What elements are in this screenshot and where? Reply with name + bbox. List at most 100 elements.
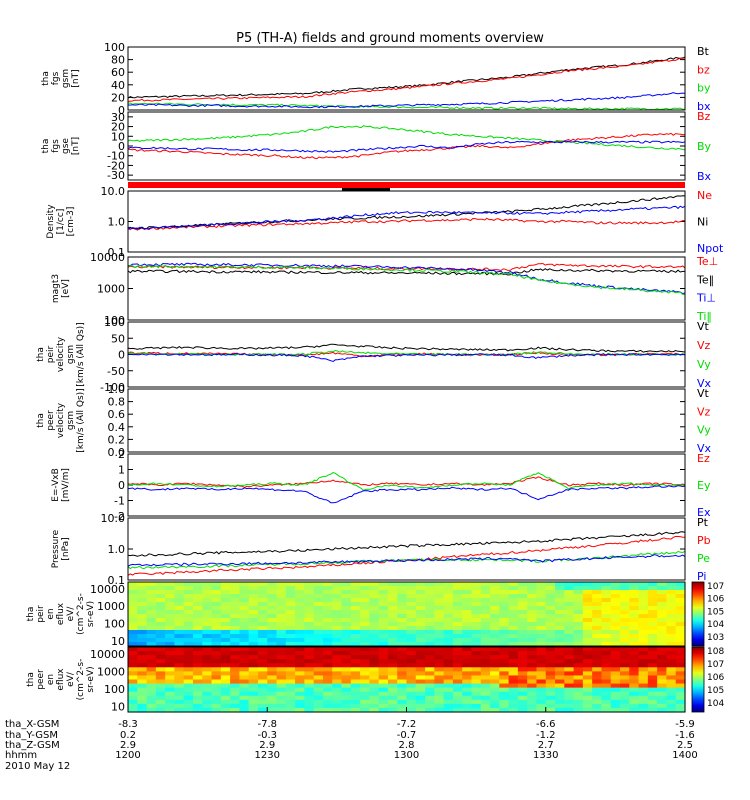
heatmap-cell xyxy=(155,707,166,713)
heatmap-cell xyxy=(137,687,148,693)
heatmap-cell xyxy=(629,679,640,685)
heatmap-cell xyxy=(165,675,176,681)
heatmap-cell xyxy=(620,586,630,591)
heatmap-cell xyxy=(239,606,250,611)
heatmap-cell xyxy=(620,647,630,652)
heatmap-cell xyxy=(601,610,612,615)
heatmap-cell xyxy=(601,582,612,587)
heatmap-cell xyxy=(257,703,268,709)
heatmap-cell xyxy=(434,651,445,656)
heatmap-cell xyxy=(555,651,565,656)
heatmap-cell xyxy=(582,707,593,713)
heatmap-cell xyxy=(230,675,240,681)
y-tick-label: -100 xyxy=(100,381,125,394)
heatmap-cell xyxy=(452,679,463,685)
heatmap-cell xyxy=(267,642,278,647)
heatmap-cell xyxy=(499,687,510,693)
heatmap-cell xyxy=(638,683,649,689)
heatmap-cell xyxy=(545,586,556,591)
heatmap-cell xyxy=(137,606,148,611)
heatmap-cell xyxy=(304,671,315,677)
heatmap-cell xyxy=(202,675,213,681)
heatmap-cell xyxy=(304,695,315,701)
x-row-label: tha_X-GSM xyxy=(5,719,59,730)
heatmap-cell xyxy=(155,626,166,631)
heatmap-cell xyxy=(555,594,565,599)
heatmap-cell xyxy=(183,638,194,643)
heatmap-cell xyxy=(480,614,491,619)
heatmap-cell xyxy=(304,586,315,591)
heatmap-cell xyxy=(499,594,510,599)
heatmap-cell xyxy=(573,703,584,709)
heatmap-cell xyxy=(332,606,343,611)
heatmap-cell xyxy=(573,638,584,643)
heatmap-cell xyxy=(322,606,333,611)
y-tick-label: 40 xyxy=(111,79,125,92)
heatmap-cell xyxy=(573,618,584,623)
heatmap-cell xyxy=(425,679,435,685)
heatmap-cell xyxy=(452,582,463,587)
heatmap-cell xyxy=(295,614,305,619)
heatmap-cell xyxy=(322,659,333,664)
heatmap-cell xyxy=(490,634,500,639)
heatmap-cell xyxy=(146,610,157,615)
heatmap-cell xyxy=(527,687,538,693)
heatmap-cell xyxy=(490,622,500,627)
heatmap-cell xyxy=(657,630,668,635)
heatmap-cell xyxy=(239,707,250,713)
heatmap-cell xyxy=(267,614,278,619)
y-tick-label: 0.0 xyxy=(108,446,126,459)
heatmap-cell xyxy=(220,655,231,660)
heatmap-cell xyxy=(508,659,519,664)
heatmap-cell xyxy=(573,602,584,607)
heatmap-cell xyxy=(165,642,176,647)
heatmap-cell xyxy=(508,590,519,595)
heatmap-cell xyxy=(657,622,668,627)
heatmap-cell xyxy=(582,695,593,701)
heatmap-cell xyxy=(610,606,621,611)
heatmap-cell xyxy=(620,679,630,685)
heatmap-cell xyxy=(601,655,612,660)
heatmap-cell xyxy=(304,691,315,697)
heatmap-cell xyxy=(527,707,538,713)
heatmap-cell xyxy=(443,606,454,611)
heatmap-cell xyxy=(480,659,491,664)
heatmap-cell xyxy=(610,642,621,647)
heatmap-cell xyxy=(155,606,166,611)
heatmap-cell xyxy=(202,622,213,627)
heatmap-cell xyxy=(220,671,231,677)
x-tick-label: 1330 xyxy=(533,750,558,761)
heatmap-cell xyxy=(508,687,519,693)
heatmap-cell xyxy=(387,667,398,672)
heatmap-cell xyxy=(360,602,370,607)
heatmap-cell xyxy=(313,618,324,623)
heatmap-cell xyxy=(267,582,278,587)
heatmap-cell xyxy=(508,610,519,615)
heatmap-cell xyxy=(555,618,565,623)
heatmap-cell xyxy=(666,683,677,689)
heatmap-cell xyxy=(295,630,305,635)
heatmap-cell xyxy=(527,695,538,701)
heatmap-cell xyxy=(471,634,482,639)
heatmap-cell xyxy=(471,675,482,681)
heatmap-cell xyxy=(202,707,213,713)
heatmap-cell xyxy=(165,659,176,664)
colorbar-tick-label: 105 xyxy=(707,607,724,617)
heatmap-cell xyxy=(536,626,547,631)
heatmap-cell xyxy=(592,695,603,701)
heatmap-cell xyxy=(601,642,612,647)
heatmap-cell xyxy=(378,691,389,697)
heatmap-cell xyxy=(387,602,398,607)
heatmap-cell xyxy=(582,634,593,639)
heatmap-cell xyxy=(360,610,370,615)
heatmap-cell xyxy=(406,655,417,660)
heatmap-cell xyxy=(647,590,658,595)
heatmap-cell xyxy=(202,683,213,689)
heatmap-cell xyxy=(434,699,445,705)
heatmap-cell xyxy=(387,634,398,639)
heatmap-cell xyxy=(452,602,463,607)
heatmap-cell xyxy=(165,594,176,599)
heatmap-cell xyxy=(137,590,148,595)
heatmap-cell xyxy=(350,626,361,631)
heatmap-cell xyxy=(211,695,222,701)
